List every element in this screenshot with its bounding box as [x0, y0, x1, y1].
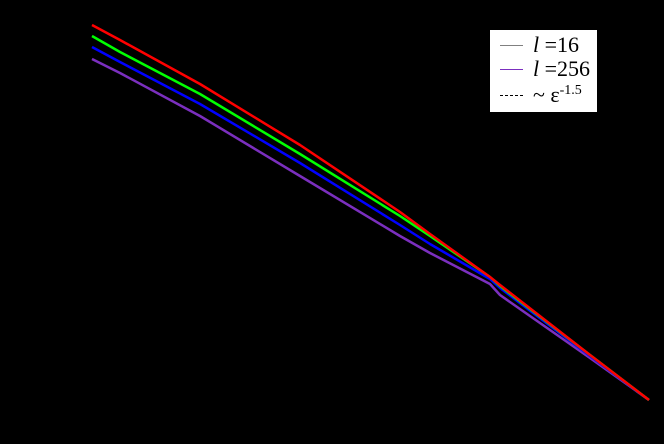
legend-line-gray-icon: [500, 45, 523, 46]
legend-label-l16: l =16: [533, 33, 579, 57]
legend-label-l256: l =256: [533, 57, 590, 81]
legend-var: l: [533, 32, 540, 57]
legend-label-power-law: ~ ε-1.5: [533, 83, 582, 107]
legend-value: =256: [544, 56, 591, 81]
series-line-red: [91, 23, 650, 401]
series-group: [91, 23, 650, 402]
legend-value: =16: [544, 32, 580, 57]
legend-item-l16: l =16: [490, 33, 597, 57]
legend-exponent: -1.5: [559, 83, 582, 98]
legend: l =16 l =256 ~ ε-1.5: [490, 30, 597, 112]
series-line-purple: [91, 57, 650, 402]
legend-line-dashed-icon: [500, 95, 523, 96]
legend-prefix: ~ ε: [533, 82, 560, 107]
legend-item-l256: l =256: [490, 57, 597, 81]
legend-line-purple-icon: [500, 69, 523, 70]
legend-item-power-law: ~ ε-1.5: [490, 83, 597, 107]
legend-var: l: [533, 56, 540, 81]
